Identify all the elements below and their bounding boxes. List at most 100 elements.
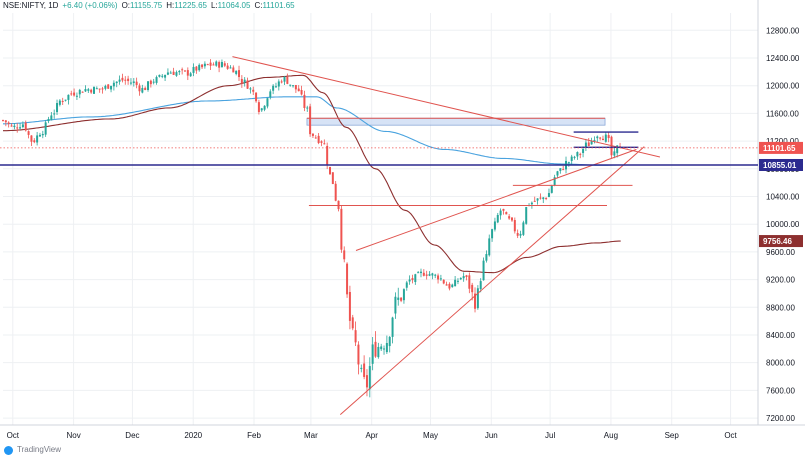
candle-body: [539, 197, 542, 199]
sma-50-label-bg: [759, 235, 803, 248]
candle-body: [67, 94, 70, 100]
candle: [118, 75, 121, 85]
candle: [252, 86, 255, 95]
candle: [536, 198, 539, 205]
candle: [383, 345, 386, 355]
candle-body: [53, 113, 56, 115]
candle-body: [587, 142, 590, 147]
candle-body: [138, 85, 141, 92]
footer-brand[interactable]: TradingView: [17, 445, 62, 454]
candle: [30, 135, 33, 146]
candle-body: [147, 81, 150, 90]
candle-body: [135, 81, 138, 85]
candle-body: [195, 66, 198, 71]
downtrend-line: [232, 56, 661, 158]
candle-body: [10, 125, 13, 127]
candle: [158, 74, 161, 78]
candle: [75, 92, 78, 100]
tradingview-logo-icon[interactable]: [4, 446, 13, 455]
candle-body: [280, 81, 283, 83]
candle-body: [493, 221, 496, 230]
candle-body: [431, 273, 434, 276]
candle: [363, 355, 366, 380]
candle: [496, 212, 499, 224]
candle-body: [317, 135, 320, 144]
candle-body: [428, 274, 431, 276]
candle-body: [64, 99, 67, 101]
candle: [183, 70, 186, 72]
candle-body: [400, 297, 403, 301]
candle: [474, 287, 477, 313]
candle-body: [132, 81, 135, 83]
candle-body: [590, 140, 593, 145]
candle: [448, 282, 451, 291]
grid-lines: [3, 13, 758, 425]
candle: [400, 297, 403, 303]
candle: [232, 65, 235, 73]
last-price-label: 11101.65: [759, 141, 803, 154]
candle-body: [340, 208, 343, 250]
candle: [115, 81, 118, 88]
candle-body: [408, 279, 411, 282]
candle-body: [95, 88, 98, 90]
candle-body: [155, 77, 158, 83]
candle: [144, 86, 147, 91]
candle: [263, 105, 266, 112]
candle-body: [394, 296, 397, 314]
candle-body: [584, 142, 587, 148]
candle: [505, 211, 508, 215]
candle-body: [559, 168, 562, 171]
sma-50-line: [3, 74, 621, 274]
candle: [107, 84, 110, 90]
candle: [201, 64, 204, 70]
candle: [36, 131, 39, 146]
candle-body: [232, 67, 235, 73]
symbol-label[interactable]: NSE:NIFTY, 1D: [3, 1, 59, 10]
candle: [468, 272, 471, 294]
candle: [203, 61, 206, 69]
support-level-label-text: 10855.01: [763, 161, 797, 170]
open-label: O:: [121, 1, 131, 10]
candle-body: [604, 134, 607, 142]
y-tick-label: 12800.00: [766, 26, 800, 35]
candle-body: [542, 197, 545, 200]
candle: [135, 77, 138, 89]
candle: [255, 92, 258, 103]
candle: [394, 292, 397, 319]
candle: [456, 278, 459, 285]
candle-body: [516, 233, 519, 236]
x-tick-label: Oct: [7, 431, 20, 440]
candle-body: [78, 89, 81, 95]
candle-body: [601, 138, 604, 141]
candle-body: [488, 238, 491, 256]
candle: [431, 272, 434, 280]
candle-body: [252, 89, 255, 92]
candle-body: [462, 276, 465, 279]
candle: [269, 89, 272, 100]
candle: [33, 138, 36, 144]
candle-body: [61, 100, 64, 102]
candle: [476, 285, 479, 310]
candle: [27, 130, 30, 139]
candle: [539, 193, 542, 200]
candle: [240, 75, 243, 88]
candle: [169, 70, 172, 74]
candle-body: [360, 367, 363, 369]
y-tick-label: 12000.00: [766, 82, 800, 91]
candle-body: [257, 102, 260, 113]
candle: [485, 250, 488, 263]
candle: [67, 94, 70, 105]
candle-body: [169, 72, 172, 74]
candle-body: [47, 118, 50, 122]
candle: [297, 85, 300, 92]
candle: [223, 61, 226, 68]
candle-body: [306, 107, 309, 109]
candle-body: [471, 284, 474, 293]
candle: [53, 109, 56, 119]
candle-body: [201, 64, 204, 68]
candle-body: [533, 200, 536, 202]
last-price-label-text: 11101.65: [763, 144, 796, 153]
candle: [303, 90, 306, 112]
